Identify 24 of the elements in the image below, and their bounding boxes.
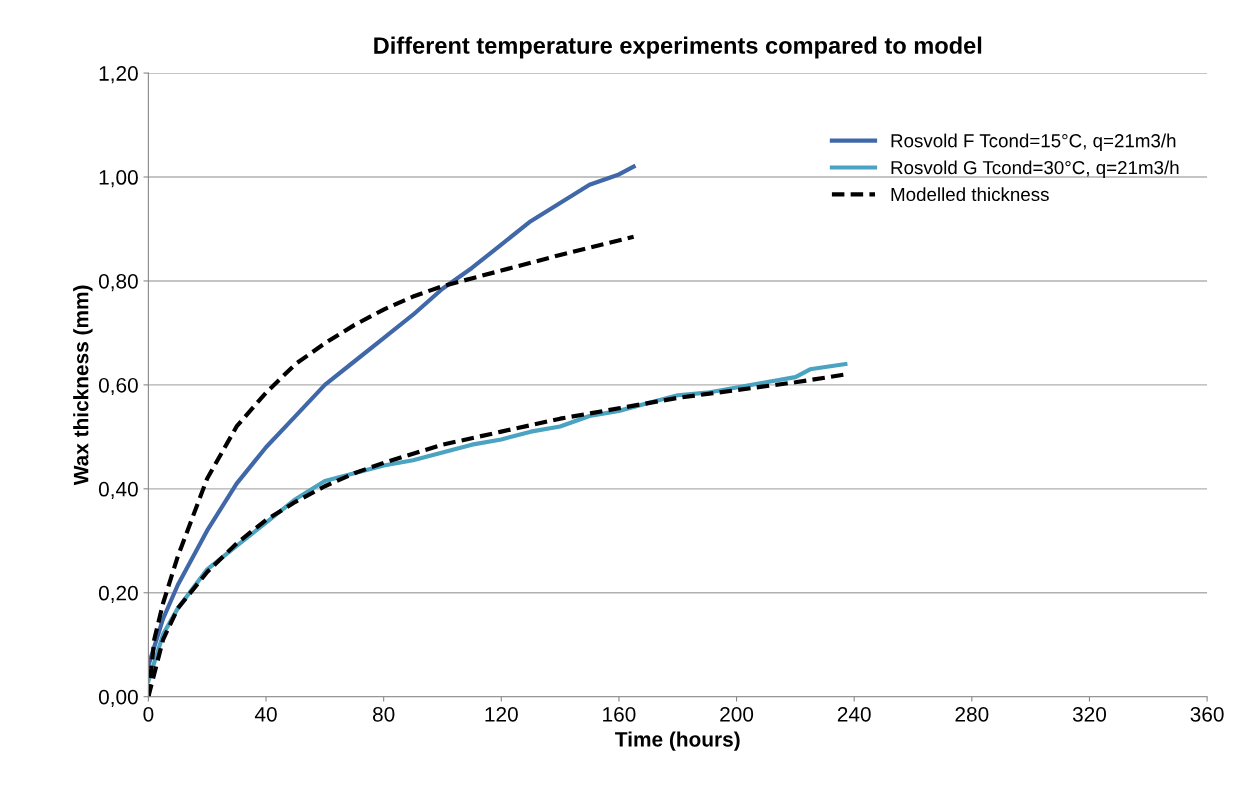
legend-label: Rosvold G Tcond=30°C, q=21m3/h — [891, 160, 1179, 178]
x-tick-label: 120 — [485, 706, 518, 722]
x-tick-label: 320 — [1072, 706, 1107, 722]
legend-label: Modelled thickness — [891, 187, 1049, 202]
x-tick-label: 0 — [143, 706, 154, 722]
y-tick-label: 0,00 — [98, 689, 138, 707]
x-tick-label: 80 — [372, 706, 395, 722]
x-axis-title: Time (hours) — [615, 731, 740, 751]
x-tick-label: 40 — [254, 706, 277, 722]
y-tick-label: 0,20 — [98, 585, 138, 603]
y-tick-label: 0,80 — [98, 273, 138, 292]
x-tick-label: 240 — [837, 706, 871, 722]
y-axis-title: Wax thickness (mm) — [73, 285, 93, 486]
x-tick-label: 160 — [603, 706, 636, 722]
y-tick-label: 0,40 — [98, 481, 138, 500]
chart-title: Different temperature experiments compared to model — [374, 36, 982, 59]
x-tick-label: 360 — [1190, 706, 1224, 722]
legend-label: Rosvold F Tcond=15°C, q=21m3/h — [891, 133, 1176, 152]
x-tick-label: 280 — [955, 706, 989, 722]
line-series — [148, 164, 636, 668]
y-tick-label: 1,00 — [99, 170, 138, 188]
y-tick-label: 0,60 — [98, 377, 138, 396]
x-tick-label: 200 — [720, 706, 754, 722]
y-tick-label: 1,20 — [99, 66, 138, 84]
